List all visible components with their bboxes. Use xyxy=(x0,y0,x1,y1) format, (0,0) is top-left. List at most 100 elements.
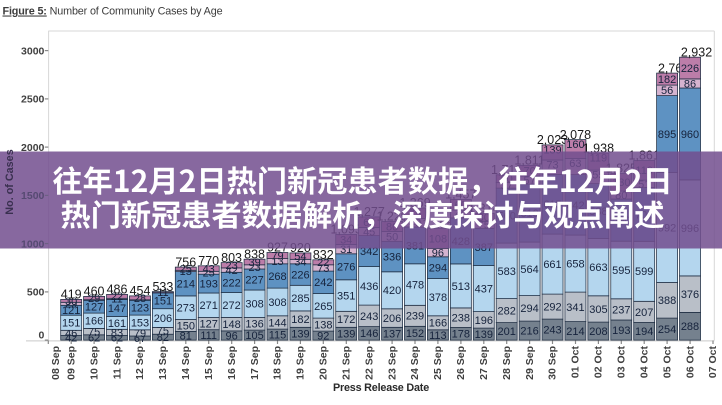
svg-text:01 Oct: 01 Oct xyxy=(570,346,582,379)
svg-text:486: 486 xyxy=(107,283,128,297)
svg-text:658: 658 xyxy=(566,259,584,271)
svg-text:564: 564 xyxy=(520,264,538,276)
svg-text:2,078: 2,078 xyxy=(560,128,591,142)
svg-text:201: 201 xyxy=(498,326,516,338)
svg-text:150: 150 xyxy=(177,320,195,332)
svg-text:08 Sep: 08 Sep xyxy=(50,346,62,380)
svg-text:139: 139 xyxy=(475,329,493,341)
svg-text:838: 838 xyxy=(244,247,265,261)
svg-text:206: 206 xyxy=(154,313,172,325)
svg-text:139: 139 xyxy=(337,329,355,341)
svg-text:351: 351 xyxy=(337,290,355,302)
svg-text:166: 166 xyxy=(85,316,103,328)
svg-text:2500: 2500 xyxy=(21,94,45,106)
svg-text:96: 96 xyxy=(225,330,237,342)
svg-text:226: 226 xyxy=(681,63,699,75)
svg-text:208: 208 xyxy=(589,326,607,338)
svg-text:663: 663 xyxy=(589,262,607,274)
svg-text:294: 294 xyxy=(520,303,538,315)
svg-text:138: 138 xyxy=(314,320,332,332)
svg-text:28 Sep: 28 Sep xyxy=(501,346,513,380)
svg-text:09 Sep: 09 Sep xyxy=(65,346,77,380)
svg-text:378: 378 xyxy=(429,292,447,304)
svg-text:214: 214 xyxy=(177,279,195,291)
svg-text:595: 595 xyxy=(612,265,630,277)
svg-text:294: 294 xyxy=(429,263,447,275)
svg-text:271: 271 xyxy=(200,300,218,312)
svg-text:226: 226 xyxy=(291,269,309,281)
svg-text:460: 460 xyxy=(84,285,105,299)
svg-text:02 Oct: 02 Oct xyxy=(593,346,605,379)
svg-text:113: 113 xyxy=(429,330,447,342)
svg-text:04 Oct: 04 Oct xyxy=(638,346,650,379)
svg-text:148: 148 xyxy=(222,319,240,331)
svg-text:96: 96 xyxy=(432,248,444,260)
svg-text:238: 238 xyxy=(452,313,470,325)
svg-text:20 Sep: 20 Sep xyxy=(318,346,330,380)
svg-text:193: 193 xyxy=(612,325,630,337)
svg-text:756: 756 xyxy=(175,255,196,269)
svg-text:15 Sep: 15 Sep xyxy=(203,346,215,380)
svg-text:308: 308 xyxy=(245,299,263,311)
svg-text:196: 196 xyxy=(475,315,493,327)
svg-text:05 Oct: 05 Oct xyxy=(661,346,673,379)
svg-text:222: 222 xyxy=(222,277,240,289)
svg-text:30 Sep: 30 Sep xyxy=(547,346,559,380)
svg-text:420: 420 xyxy=(383,285,401,297)
svg-text:273: 273 xyxy=(177,303,195,315)
svg-text:25 Sep: 25 Sep xyxy=(432,346,444,380)
svg-text:436: 436 xyxy=(360,281,378,293)
svg-text:599: 599 xyxy=(635,266,653,278)
svg-text:19 Sep: 19 Sep xyxy=(295,346,307,380)
svg-text:265: 265 xyxy=(314,301,332,313)
svg-text:152: 152 xyxy=(406,328,424,340)
svg-text:137: 137 xyxy=(383,329,401,341)
svg-text:243: 243 xyxy=(360,311,378,323)
svg-text:3000: 3000 xyxy=(21,45,45,57)
svg-text:172: 172 xyxy=(337,314,355,326)
svg-text:2,932: 2,932 xyxy=(681,45,712,59)
svg-text:276: 276 xyxy=(337,262,355,274)
svg-text:500: 500 xyxy=(27,287,45,299)
svg-text:282: 282 xyxy=(498,306,516,318)
svg-text:86: 86 xyxy=(684,78,696,90)
svg-text:111: 111 xyxy=(200,330,217,342)
svg-text:105: 105 xyxy=(245,330,263,342)
svg-text:285: 285 xyxy=(291,293,309,305)
svg-text:24 Sep: 24 Sep xyxy=(409,346,421,380)
svg-text:376: 376 xyxy=(681,289,699,301)
svg-text:832: 832 xyxy=(313,248,334,262)
svg-text:92: 92 xyxy=(317,331,329,343)
svg-text:12 Sep: 12 Sep xyxy=(134,346,146,380)
svg-text:454: 454 xyxy=(130,284,151,298)
svg-text:207: 207 xyxy=(635,307,653,319)
svg-text:770: 770 xyxy=(198,254,219,268)
svg-text:0: 0 xyxy=(39,329,45,341)
svg-text:11 Sep: 11 Sep xyxy=(111,346,123,379)
svg-text:206: 206 xyxy=(383,313,401,325)
svg-text:1000: 1000 xyxy=(21,238,45,250)
svg-text:144: 144 xyxy=(268,317,286,329)
svg-text:478: 478 xyxy=(406,279,424,291)
svg-text:1500: 1500 xyxy=(21,190,45,202)
svg-text:268: 268 xyxy=(268,271,286,283)
svg-text:254: 254 xyxy=(658,324,676,336)
svg-text:895: 895 xyxy=(658,129,676,141)
svg-text:127: 127 xyxy=(200,319,218,331)
svg-text:239: 239 xyxy=(406,311,424,323)
svg-text:237: 237 xyxy=(612,304,630,316)
svg-text:243: 243 xyxy=(543,325,561,337)
svg-text:151: 151 xyxy=(62,318,80,330)
svg-text:Figure 5: Number of Community: Figure 5: Number of Community Cases by A… xyxy=(3,6,223,18)
svg-text:161: 161 xyxy=(108,318,126,330)
svg-text:18 Sep: 18 Sep xyxy=(272,346,284,380)
svg-text:136: 136 xyxy=(245,319,263,331)
svg-text:583: 583 xyxy=(498,266,516,278)
svg-text:336: 336 xyxy=(383,251,401,263)
svg-text:803: 803 xyxy=(221,251,242,265)
svg-text:23 Sep: 23 Sep xyxy=(386,346,398,380)
svg-text:227: 227 xyxy=(245,274,263,286)
svg-text:178: 178 xyxy=(452,329,470,341)
svg-text:341: 341 xyxy=(566,302,584,314)
svg-text:305: 305 xyxy=(589,304,607,316)
